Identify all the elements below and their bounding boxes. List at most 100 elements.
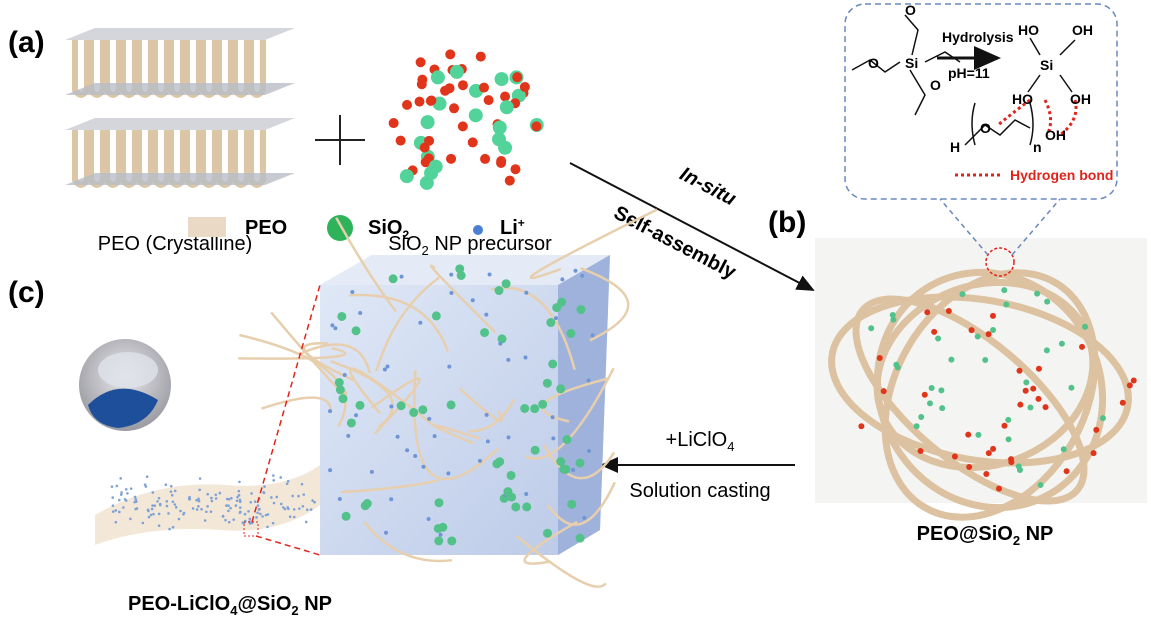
- particle: [157, 524, 161, 527]
- particle: [456, 270, 466, 280]
- particle: [283, 507, 287, 511]
- particle: [236, 495, 239, 499]
- particle: [328, 468, 333, 473]
- particle: [1126, 382, 1133, 389]
- particle: [1003, 301, 1010, 308]
- particle: [566, 328, 576, 338]
- chem-label: Hydrogen bond: [1010, 167, 1113, 183]
- particle: [297, 494, 300, 498]
- particle: [492, 120, 507, 135]
- particle: [225, 504, 228, 507]
- zoom-lines: [939, 198, 1061, 256]
- particle: [227, 498, 231, 501]
- particle: [134, 507, 137, 511]
- particle: [959, 291, 966, 298]
- particle: [494, 286, 504, 296]
- particle: [238, 500, 242, 504]
- particle: [354, 413, 359, 418]
- particle: [504, 175, 515, 186]
- particle: [1099, 415, 1106, 422]
- particle: [165, 500, 169, 503]
- particle: [487, 272, 492, 277]
- particle: [210, 499, 214, 503]
- strand: [349, 293, 450, 352]
- particle: [523, 355, 528, 360]
- particle: [255, 516, 258, 519]
- particle: [133, 495, 137, 499]
- particle: [449, 103, 460, 114]
- particle: [433, 523, 443, 533]
- particle: [238, 480, 241, 484]
- particle: [306, 508, 309, 512]
- particle: [928, 384, 935, 391]
- particle: [416, 79, 427, 90]
- particle: [546, 318, 556, 328]
- particle: [341, 511, 351, 521]
- particle: [218, 491, 222, 495]
- particle: [346, 433, 351, 438]
- particle: [168, 527, 171, 531]
- particle: [257, 508, 261, 511]
- particle: [931, 328, 938, 335]
- particle: [346, 418, 356, 428]
- particle: [272, 479, 275, 482]
- particle: [282, 506, 285, 509]
- particle: [350, 290, 355, 295]
- particle: [259, 512, 262, 516]
- particle: [151, 491, 155, 494]
- strand: [341, 478, 439, 494]
- particle: [266, 513, 270, 516]
- particle: [256, 511, 259, 515]
- particle: [498, 140, 513, 155]
- particle: [134, 498, 138, 501]
- chem-label: HO: [1018, 22, 1039, 38]
- particle: [524, 290, 529, 295]
- label: +LiClO4: [666, 429, 735, 454]
- particle: [1068, 384, 1075, 391]
- particle: [917, 447, 924, 454]
- particle: [195, 508, 199, 511]
- particle: [279, 502, 283, 506]
- particle: [286, 479, 290, 483]
- particle: [551, 436, 556, 441]
- particle: [575, 458, 585, 468]
- particle: [506, 435, 511, 440]
- particle: [483, 95, 494, 106]
- particle: [351, 326, 361, 336]
- particle: [506, 357, 511, 362]
- legend-swatch: [188, 217, 226, 237]
- particle: [114, 520, 118, 524]
- particle: [249, 500, 253, 504]
- particle: [479, 82, 490, 93]
- strand: [529, 208, 658, 280]
- particle: [173, 503, 177, 506]
- particle: [182, 512, 185, 516]
- particle: [230, 496, 233, 500]
- particle: [500, 91, 511, 102]
- particle: [445, 49, 456, 60]
- particle: [171, 500, 175, 504]
- particle: [169, 490, 173, 493]
- particle: [948, 356, 955, 363]
- particle: [285, 482, 289, 486]
- particle: [395, 135, 406, 146]
- strand: [349, 367, 435, 427]
- particle: [415, 57, 426, 68]
- particle: [982, 356, 989, 363]
- particle: [413, 454, 418, 459]
- particle: [1130, 377, 1137, 384]
- particle: [477, 458, 482, 463]
- particle: [119, 493, 123, 496]
- chem-label: O: [980, 120, 991, 136]
- particle: [195, 499, 198, 502]
- particle: [191, 507, 195, 510]
- particle: [237, 493, 241, 497]
- particle: [1043, 347, 1050, 354]
- particle: [229, 506, 232, 510]
- zoom-circle: [985, 247, 1015, 277]
- particle: [300, 482, 304, 486]
- particle: [1090, 450, 1097, 457]
- particle: [1023, 379, 1030, 386]
- particle: [342, 373, 347, 378]
- particle: [573, 268, 578, 273]
